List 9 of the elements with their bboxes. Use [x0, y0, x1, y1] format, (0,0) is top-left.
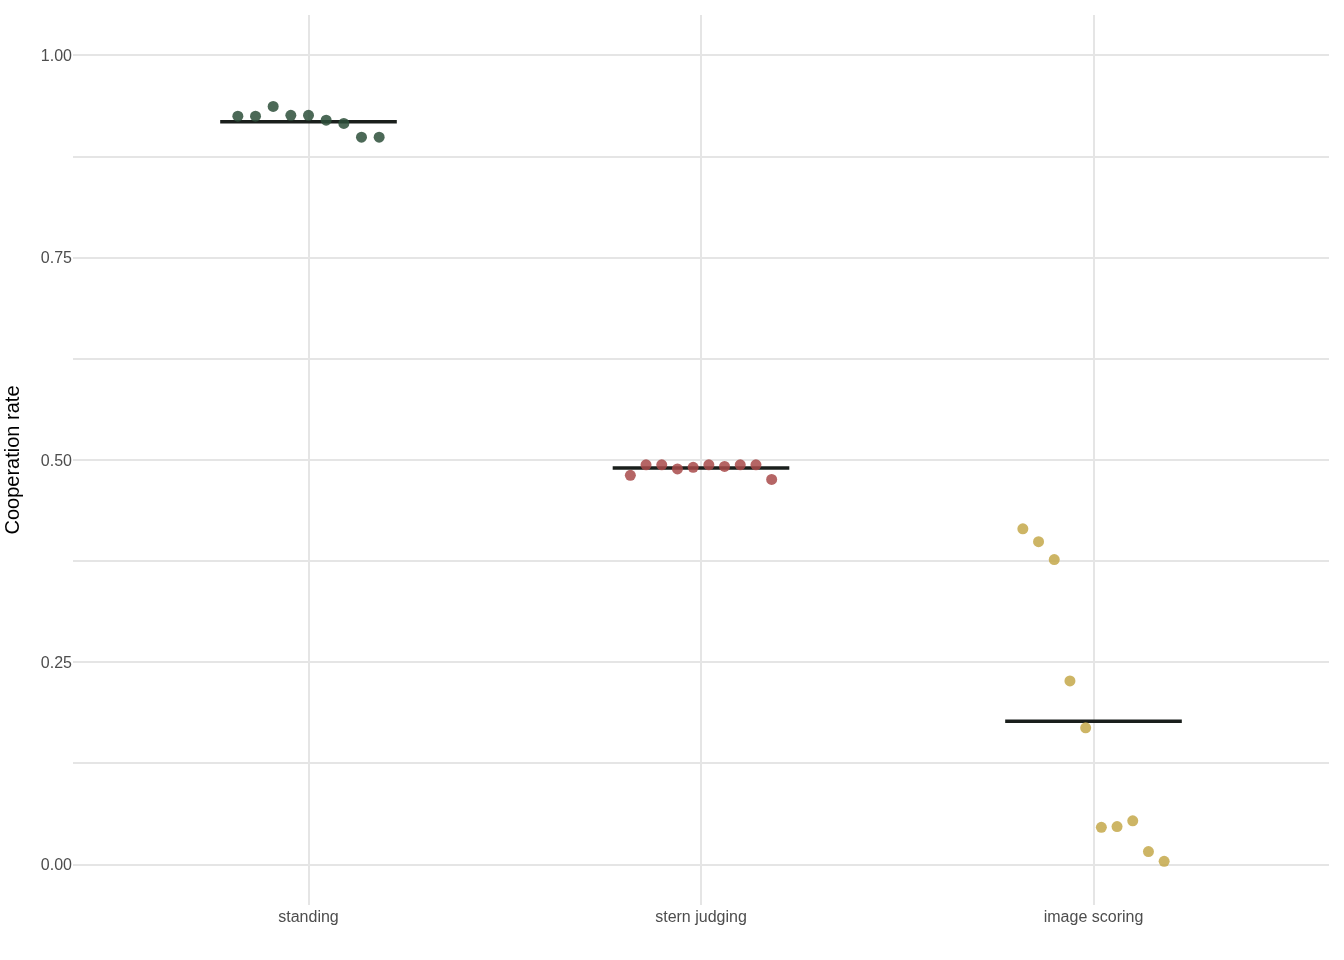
y-tick-label: 1.00 [40, 47, 73, 65]
y-axis-title: Cooperation rate [1, 385, 24, 535]
x-tick-label: image scoring [1043, 908, 1144, 925]
y-tick-label: 0.75 [40, 249, 73, 267]
x-tick-label: standing [278, 908, 339, 925]
x-tick-label: stern judging [655, 908, 747, 925]
y-tick-label: 0.00 [40, 856, 73, 874]
y-tick-label: 0.25 [40, 653, 73, 671]
y-tick-label: 0.50 [40, 451, 73, 469]
